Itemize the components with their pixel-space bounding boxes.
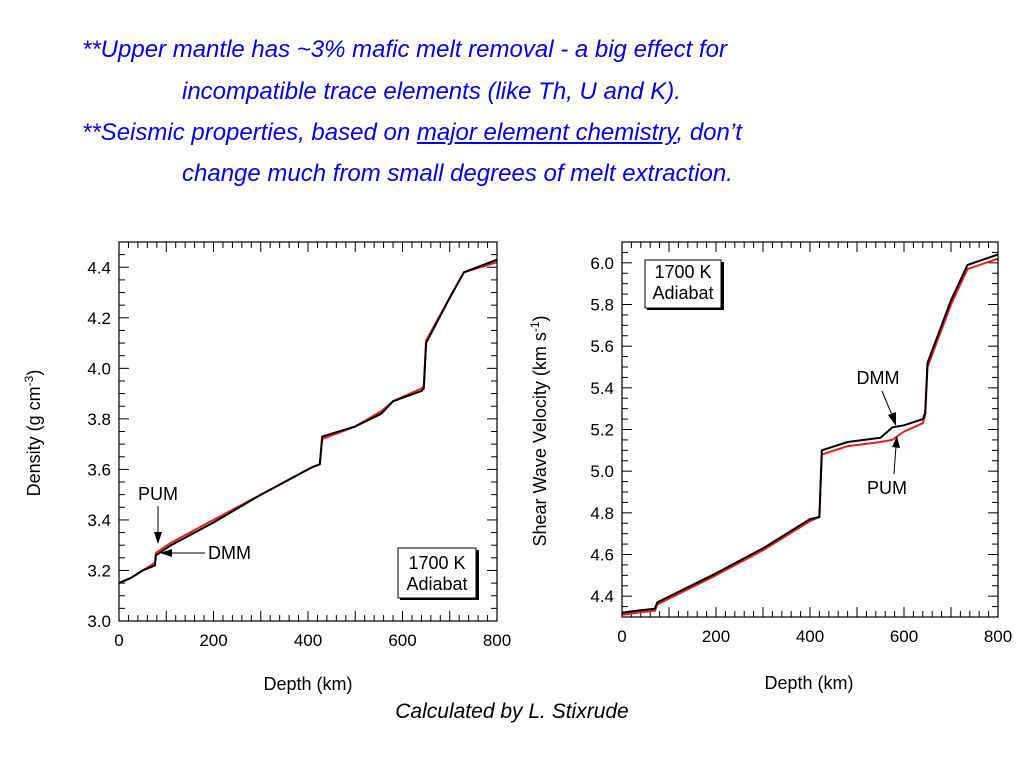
density-y-tick-label: 4.4 [87,258,111,277]
velocity-y-tick-label: 5.4 [590,379,614,398]
velocity-x-tick-label: 0 [617,627,626,646]
velocity-x-tick-label: 800 [984,627,1012,646]
velocity-dmm-annotation: DMM [857,368,900,426]
bullet-line-3-pre: **Seismic properties, based on [82,119,417,146]
density-plot-frame [118,241,498,622]
density-x-axis-label: Depth (km) [263,674,352,694]
velocity-dmm-label: DMM [857,368,900,388]
velocity-y-tick-label: 4.4 [590,587,614,606]
velocity-pum-label: PUM [867,478,907,498]
major-element-chemistry-underlined: major element chemistry [416,119,677,146]
density-x-tick-label: 0 [114,631,123,650]
velocity-inset-label: 1700 K Adiabat [644,259,724,310]
density-inset-line-2: Adiabat [406,574,467,594]
bullet-line-3-post: , don’t [676,119,742,146]
density-inset-line-1: 1700 K [408,553,465,573]
density-dmm-label: DMM [208,543,251,563]
density-tick-labels: 0 200 400 600 800 3.0 3.2 3.4 3.6 3.8 4.0 4.2 4.4 [87,258,511,650]
density-y-tick-label: 3.2 [87,561,111,580]
velocity-inset-line-2: Adiabat [652,283,713,303]
density-y-axis-label-main: Density (g cm [24,386,44,496]
velocity-x-tick-label: 400 [796,627,824,646]
density-y-tick-label: 4.0 [87,359,111,378]
velocity-y-axis-label-sup: -1 [528,321,542,332]
density-y-axis-label-sup: -3 [22,375,36,386]
density-y-tick-label: 3.8 [87,410,111,429]
density-ticks [118,241,498,622]
velocity-y-tick-label: 4.8 [590,504,614,523]
bullet-line-2: incompatible trace elements (like Th, U … [182,78,681,105]
velocity-inset-line-1: 1700 K [654,262,711,282]
velocity-y-axis-label-close: ) [530,315,550,321]
velocity-y-tick-label: 5.2 [590,421,614,440]
velocity-y-tick-label: 5.0 [590,462,614,481]
density-pum-annotation: PUM [138,484,178,544]
density-x-tick-label: 400 [294,631,322,650]
density-dmm-annotation: DMM [160,543,251,563]
velocity-tick-labels: 0 200 400 600 800 4.4 4.6 4.8 5.0 5.2 5.4 5.6 5.8 6.0 [590,254,1012,646]
velocity-y-tick-label: 5.8 [590,296,614,315]
velocity-plot-area [621,253,999,616]
velocity-y-tick-label: 6.0 [590,254,614,273]
velocity-plot-frame [621,241,999,618]
density-y-tick-label: 4.2 [87,309,111,328]
svg-text:Density (g cm-3): Density (g cm-3) [22,370,44,497]
velocity-series-dmm [621,253,999,614]
density-inset-label: 1700 K Adiabat [397,547,479,600]
density-x-tick-label: 800 [483,631,511,650]
credit-caption: Calculated by L. Stixrude [395,700,629,723]
density-series-dmm [118,258,498,585]
density-y-axis-label-close: ) [24,370,44,376]
velocity-y-tick-label: 5.6 [590,337,614,356]
density-plot-area [118,258,498,585]
density-y-tick-label: 3.4 [87,511,111,530]
density-pum-label: PUM [138,484,178,504]
velocity-y-axis-label-main: Shear Wave Velocity (km s [530,332,550,546]
velocity-x-axis-label: Depth (km) [764,673,853,693]
velocity-y-axis-label: Shear Wave Velocity (km s-1) [528,315,550,546]
density-y-tick-label: 3.0 [87,612,111,631]
svg-text:Shear Wave Velocity (km s-1): Shear Wave Velocity (km s-1) [528,315,550,546]
bullet-line-3: **Seismic properties, based on major ele… [82,119,742,147]
bullet-line-1: **Upper mantle has ~3% mafic melt remova… [82,36,727,63]
density-x-tick-label: 600 [388,631,416,650]
bullet-line-4: change much from small degrees of melt e… [182,160,733,187]
velocity-series-pum [621,257,999,616]
velocity-pum-annotation: PUM [867,436,907,498]
velocity-ticks [621,241,999,618]
velocity-x-tick-label: 200 [702,627,730,646]
velocity-y-tick-label: 4.6 [590,546,614,565]
velocity-x-tick-label: 600 [890,627,918,646]
density-x-tick-label: 200 [199,631,227,650]
density-y-axis-label: Density (g cm-3) [22,370,44,497]
density-y-tick-label: 3.6 [87,460,111,479]
